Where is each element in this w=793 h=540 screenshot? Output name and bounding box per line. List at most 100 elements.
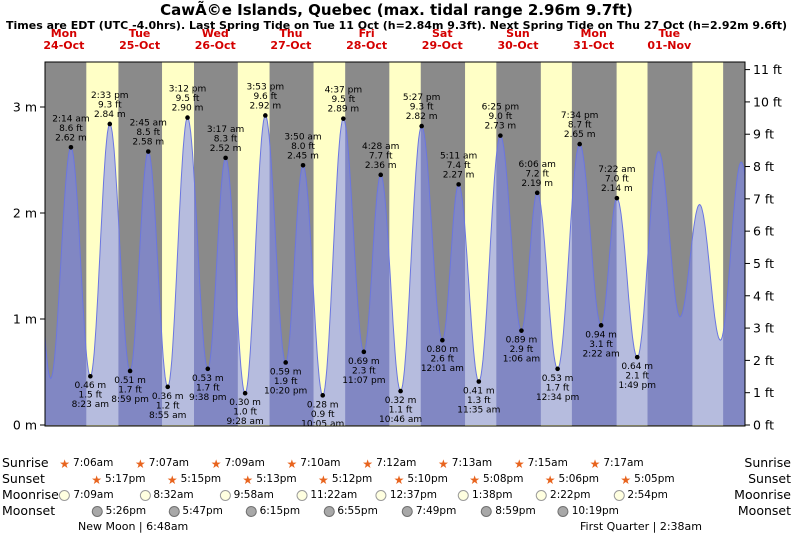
moonrise-entry: 2:22pm [536,489,591,502]
sunrise-time: 7:17am [603,457,644,469]
tide-point [419,123,424,129]
tide-point [555,366,560,372]
sunset-time: 5:13pm [256,473,297,485]
tide-point [223,155,228,161]
moonrise-entry: 2:54pm [613,489,668,502]
sunset-time: 5:12pm [331,473,373,485]
tide-annotation-high: 5:27 pm 9.3 ft 2.82 m [403,93,441,122]
sunrise-time: 7:10am [300,457,341,469]
tide-point [300,163,306,168]
tide-point [88,373,93,379]
sunset-star-icon: ★ [91,472,103,487]
sunrise-star-icon: ★ [438,456,449,471]
tide-annotation-low: 0.53 m 1.7 ft 9:38 pm [189,374,227,403]
plot-border [44,61,746,427]
sunset-time: 5:05pm [634,473,675,485]
moonrise-time: 1:38pm [472,489,513,501]
moonset-entry: 5:26pm [91,505,146,518]
day-label: Mon 31-Oct [573,27,615,52]
tide-point [205,366,211,372]
moonset-time: 8:59pm [495,505,536,517]
sunset-entry: ★ 5:08pm [469,473,523,486]
tide-point [498,133,503,138]
tide-annotation-high: 6:06 am 7.2 ft 2.19 m [519,160,556,189]
day-label: Fri 28-Oct [346,27,388,52]
tide-annotation-low: 0.64 m 2.1 ft 1:49 pm [618,362,656,391]
day-label: Tue 01-Nov [647,27,692,52]
sunset-entry: ★ 5:13pm [242,473,296,486]
day-label: Tue 25-Oct [119,27,161,52]
tide-point [456,182,461,187]
tide-annotation-low: 0.80 m 2.6 ft 12:01 am [421,345,464,374]
tide-point [577,141,582,147]
sunrise-star-icon: ★ [362,456,374,471]
day-label: Sat 29-Oct [421,27,463,52]
moonrise-moon-icon [139,490,151,501]
sunrise-entry: ★ 7:10am [287,457,341,470]
moonrise-entry: 9:58am [219,489,274,502]
sunrise-star-icon: ★ [286,456,298,471]
sunrise-time: 7:13am [451,457,493,469]
y-axis-label-ft: 6 ft [753,224,774,239]
sunset-star-icon: ★ [544,472,556,487]
sunset-time: 5:15pm [180,473,222,485]
tide-point [519,328,524,333]
moonrise-moon-icon [296,490,308,501]
moonrise-time: 8:32am [153,489,194,501]
y-axis-label-ft: 0 ft [753,418,774,433]
moonrise-moon-icon [219,490,231,501]
tide-area [45,115,745,425]
sunrise-star-icon: ★ [589,456,601,471]
moonset-entry: 10:19pm [557,505,619,518]
sunset-star-icon: ★ [318,472,329,487]
tide-annotation-high: 4:37 pm 9.5 ft 2.89 m [325,86,363,115]
sunrise-time: 7:09am [224,457,265,469]
sunset-star-icon: ★ [469,472,480,487]
sunset-star-icon: ★ [166,472,178,487]
moonset-row-label-right: Moonset [737,503,791,518]
tide-annotation-low: 0.32 m 1.1 ft 10:46 am [379,396,422,425]
tide-annotation-high: 4:28 am 7.7 ft 2.36 m [362,142,399,171]
moonset-time: 6:15pm [259,505,301,517]
moonrise-entry: 7:09am [59,489,114,502]
sunset-entry: ★ 5:15pm [167,473,221,486]
day-label: Thu 27-Oct [270,27,312,52]
moonset-moon-icon [557,506,569,517]
moonrise-entry: 12:37pm [375,489,437,502]
sunset-time: 5:08pm [482,473,524,485]
moonrise-time: 2:22pm [550,489,591,501]
tide-point [263,113,268,118]
sunrise-star-icon: ★ [135,456,146,471]
tide-annotation-high: 5:11 am 7.4 ft 2.27 m [440,151,477,180]
moonset-moon-icon [481,506,493,517]
sunrise-time: 7:06am [73,457,114,469]
y-axis-label-m: 1 m [13,312,37,327]
moonset-time: 6:55pm [337,505,378,517]
y-axis-label-m: 2 m [13,206,37,221]
moonset-entry: 6:55pm [323,505,378,518]
moonrise-time: 11:22am [310,489,358,501]
sunrise-time: 7:15am [527,457,568,469]
moonset-moon-icon [323,506,335,517]
tide-point [341,116,346,121]
tide-annotation-low: 0.53 m 1.7 ft 12:34 pm [536,374,579,403]
tide-annotation-high: 3:17 am 8.3 ft 2.52 m [207,125,244,154]
tide-curve [44,114,746,396]
sunset-time: 5:17pm [105,473,146,485]
sunrise-entry: ★ 7:12am [362,457,416,470]
moonset-time: 5:47pm [182,505,223,517]
tide-annotation-low: 0.89 m 2.9 ft 1:06 am [503,336,540,365]
y-axis-label-ft: 9 ft [753,127,774,142]
tide-annotation-low: 0.69 m 2.3 ft 11:07 pm [342,357,385,386]
moonrise-entry: 11:22am [296,489,357,502]
page-subtitle: Times are EDT (UTC -4.0hrs). Last Spring… [6,19,787,32]
sunrise-star-icon: ★ [513,456,525,471]
tide-annotation-low: 0.46 m 1.5 ft 8:23 am [72,381,109,410]
sunrise-row-label-right: Sunrise [744,455,791,470]
moonrise-moon-icon [536,490,548,501]
sunset-time: 5:06pm [558,473,600,485]
sunset-star-icon: ★ [620,472,632,487]
tide-annotation-high: 3:50 am 8.0 ft 2.45 m [284,132,321,161]
tide-point [283,360,288,365]
sunset-row-label-left: Sunset [2,471,45,486]
